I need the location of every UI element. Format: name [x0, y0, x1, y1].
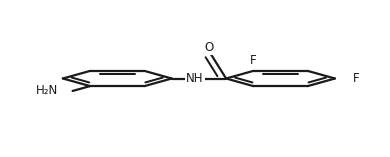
Text: F: F [250, 54, 257, 67]
Text: O: O [204, 41, 213, 54]
Text: NH: NH [186, 72, 204, 85]
Text: F: F [353, 72, 360, 85]
Text: H₂N: H₂N [36, 84, 58, 97]
